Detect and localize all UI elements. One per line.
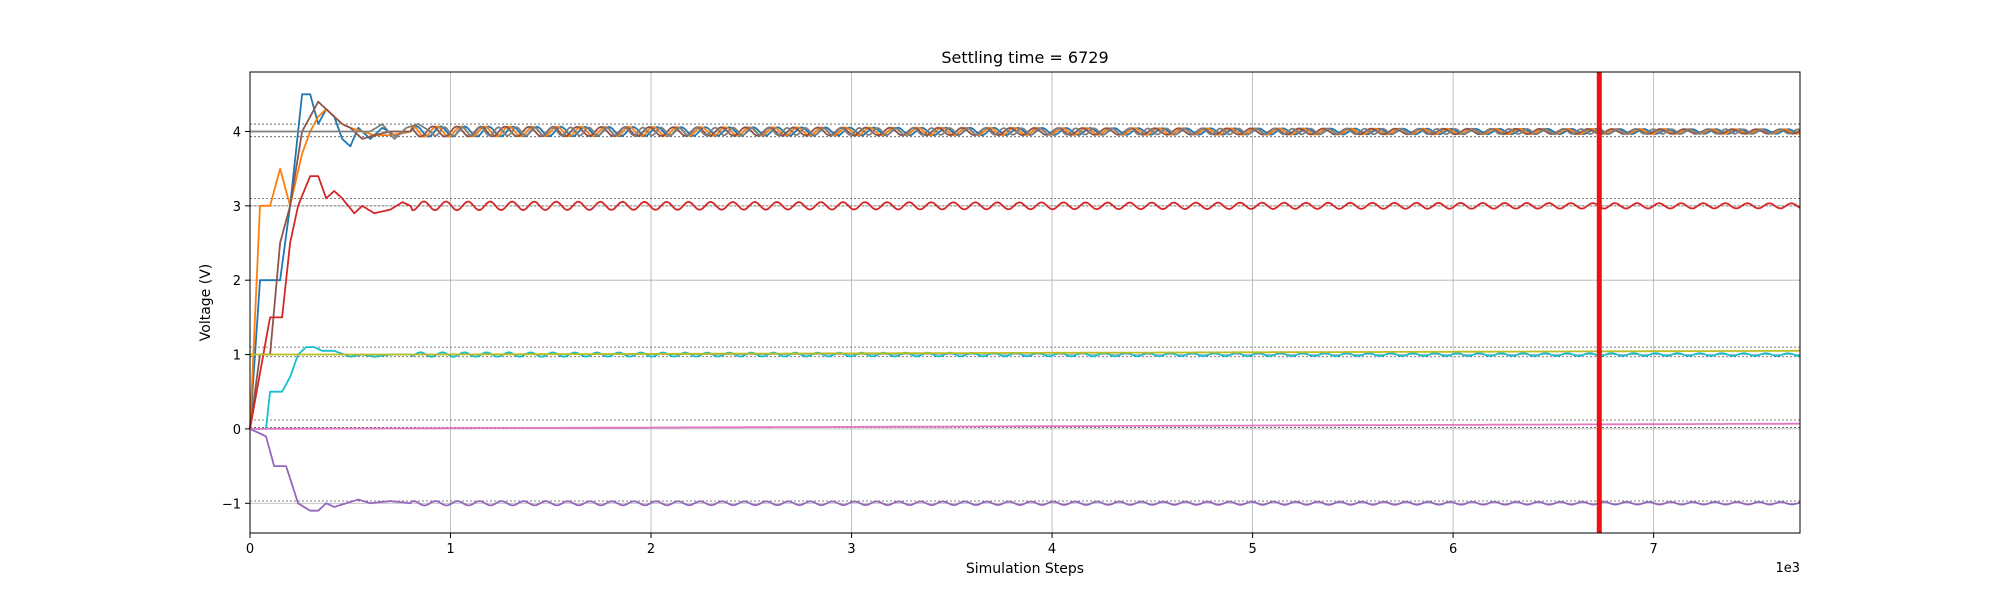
x-tick-label: 4	[1048, 542, 1056, 557]
plot-frame	[249, 71, 1801, 534]
ticks: 0 1 2 3 4 5 6 7 −1 0 1 2 3 4	[222, 125, 1658, 557]
series-line	[249, 108, 1801, 429]
reference-lines	[250, 123, 1800, 502]
x-tick-label: 1	[446, 542, 454, 557]
chart-title: Settling time = 6729	[941, 48, 1108, 67]
x-axis-label: Simulation Steps	[966, 561, 1084, 577]
series-line	[250, 422, 1800, 430]
x-tick-label: 5	[1248, 542, 1256, 557]
x-tick-label: 0	[246, 542, 254, 557]
series-line	[249, 100, 1801, 430]
y-tick-label: 1	[233, 349, 241, 364]
x-tick-label: 2	[647, 542, 655, 557]
y-tick-label: −1	[222, 497, 241, 512]
x-tick-label: 7	[1649, 542, 1657, 557]
series-line	[250, 123, 1801, 140]
y-tick-label: 3	[233, 200, 241, 215]
series-line	[250, 346, 1800, 430]
series-line	[250, 349, 1800, 356]
y-tick-label: 2	[233, 274, 241, 289]
x-axis-multiplier: 1e3	[1775, 561, 1800, 576]
grid	[249, 72, 1800, 533]
x-tick-label: 6	[1449, 542, 1457, 557]
series-line	[249, 428, 1801, 512]
y-axis-label: Voltage (V)	[198, 264, 214, 341]
x-tick-label: 3	[847, 542, 855, 557]
series-line	[249, 93, 1801, 429]
y-tick-label: 4	[233, 125, 241, 140]
series-line	[249, 175, 1801, 430]
y-tick-label: 0	[233, 423, 241, 438]
series-group	[249, 93, 1801, 512]
